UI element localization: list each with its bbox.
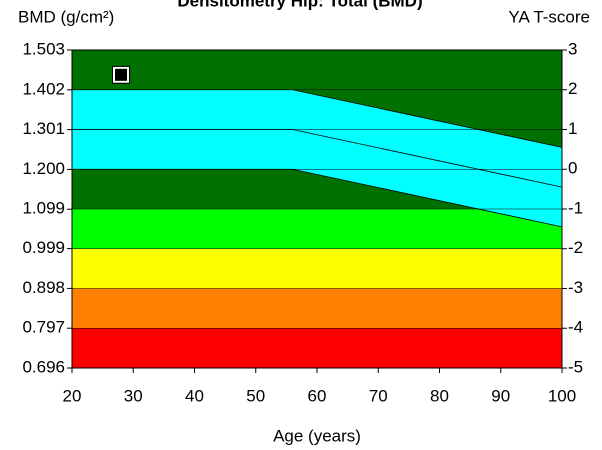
y2-tick-label: 0 — [568, 159, 577, 178]
x-axis-label: Age (years) — [273, 426, 361, 445]
zone-band — [72, 288, 562, 329]
x-tick-label: 20 — [63, 386, 82, 405]
y2-tick-label: -5 — [568, 357, 583, 376]
x-tick-label: 60 — [308, 386, 327, 405]
y2-tick-label: -3 — [568, 278, 583, 297]
y-tick-label: 0.898 — [22, 278, 65, 297]
y2-axis-label: YA T-score — [508, 7, 590, 26]
x-tick-label: 100 — [548, 386, 576, 405]
zone-band — [72, 248, 562, 289]
zone-band — [72, 328, 562, 368]
x-tick-label: 30 — [124, 386, 143, 405]
x-tick-label: 40 — [185, 386, 204, 405]
y2-tick-label: 2 — [568, 79, 577, 98]
y-tick-label: 0.999 — [22, 238, 65, 257]
y2-tick-label: -1 — [568, 198, 583, 217]
y-tick-label: 1.200 — [22, 159, 65, 178]
x-tick-label: 90 — [491, 386, 510, 405]
y-axis-label: BMD (g/cm²) — [18, 7, 114, 26]
chart-title: Densitometry Hip: Total (BMD) — [177, 0, 422, 10]
y2-tick-label: 3 — [568, 39, 577, 58]
y-tick-label: 1.503 — [22, 39, 65, 58]
y-tick-label: 1.301 — [22, 119, 65, 138]
reference-band — [72, 89, 562, 227]
y-tick-label: 1.099 — [22, 199, 65, 218]
y2-tick-label: -4 — [568, 318, 583, 337]
y-tick-label: 0.696 — [22, 357, 65, 376]
y-tick-label: 0.797 — [22, 318, 65, 337]
patient-marker-outline — [112, 65, 130, 84]
y-tick-label: 1.402 — [22, 79, 65, 98]
patient-marker — [113, 66, 129, 83]
x-tick-label: 70 — [369, 386, 388, 405]
x-tick-label: 50 — [246, 386, 265, 405]
zone-band — [72, 209, 562, 249]
y2-tick-label: 1 — [568, 119, 577, 138]
y2-tick-label: -2 — [568, 238, 583, 257]
x-tick-label: 80 — [430, 386, 449, 405]
